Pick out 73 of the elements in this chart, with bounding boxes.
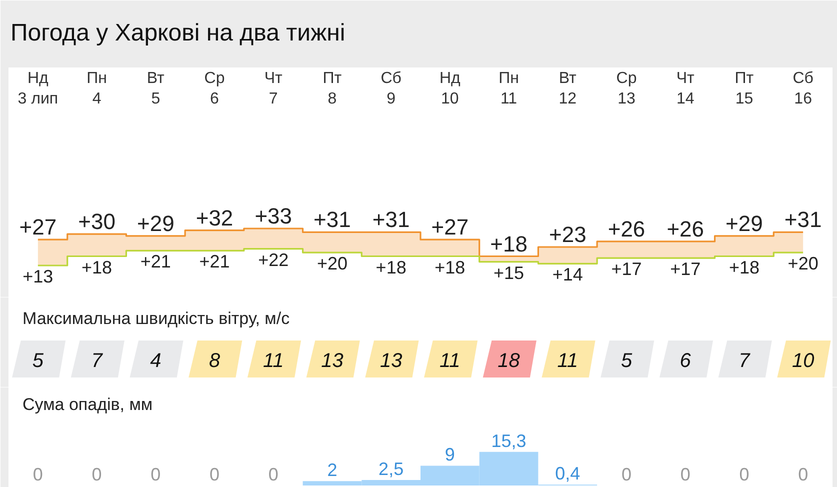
data-label: 10 <box>792 350 814 372</box>
data-label: 13 <box>321 350 344 372</box>
data-label: +17 <box>670 259 701 280</box>
data-label: +26 <box>608 216 646 242</box>
data-label: +20 <box>788 254 818 274</box>
data-label: +18 <box>82 257 112 278</box>
chart-title: Сума опадів, мм <box>22 395 153 414</box>
x-tick-label: Вт 5 <box>146 70 166 108</box>
data-label: 11 <box>440 350 460 372</box>
data-label: +13 <box>22 266 54 286</box>
data-label: 5 <box>32 350 44 372</box>
data-label: 8 <box>208 350 220 372</box>
data-label: +18 <box>728 257 760 278</box>
data-label: +31 <box>784 207 822 232</box>
data-label: +18 <box>490 231 528 256</box>
x-tick-label: Сб 16 <box>792 70 814 108</box>
data-label: 0 <box>739 464 750 484</box>
data-label: 0 <box>621 464 632 484</box>
data-label: +20 <box>316 254 348 274</box>
data-label: +17 <box>611 259 642 280</box>
data-label: 2 <box>327 460 338 480</box>
data-label: +33 <box>254 204 292 228</box>
data-label: 6 <box>680 350 692 372</box>
data-label: 0,4 <box>555 464 580 484</box>
data-label: +18 <box>376 257 406 278</box>
x-tick-label: Чт 14 <box>676 70 696 108</box>
x-tick-label: Пн 11 <box>498 70 519 108</box>
data-label: +15 <box>494 262 524 283</box>
data-label: +21 <box>140 252 171 272</box>
x-tick-label: Чт 7 <box>264 70 284 108</box>
data-label: +26 <box>666 216 704 242</box>
x-tick-label: Пн 4 <box>86 70 107 108</box>
x-tick-label: Нд 3 лип <box>18 70 58 108</box>
data-label: +27 <box>431 214 469 240</box>
data-label: +30 <box>78 209 116 234</box>
data-label: 0 <box>680 464 690 484</box>
data-label: 18 <box>498 350 520 372</box>
data-label: +27 <box>19 214 57 240</box>
data-label: 0 <box>209 464 220 484</box>
data-label: 4 <box>150 350 162 372</box>
data-label: 7 <box>91 350 104 372</box>
data-label: 9 <box>444 444 455 465</box>
data-label: 13 <box>380 350 402 372</box>
data-label: 7 <box>738 350 751 372</box>
x-tick-label: Сб 9 <box>380 70 402 108</box>
data-label: +23 <box>548 222 586 247</box>
data-label: 2,5 <box>378 459 404 479</box>
data-label: 0 <box>268 464 278 484</box>
data-label: 5 <box>620 350 633 372</box>
x-tick-label: Пт 15 <box>734 70 754 108</box>
data-label: +31 <box>314 207 351 232</box>
x-tick-label: Вт 12 <box>558 70 578 108</box>
data-label: +29 <box>726 210 763 236</box>
x-tick-label: Ср 13 <box>616 70 637 108</box>
data-label: 0 <box>150 464 161 484</box>
data-label: +31 <box>372 207 410 232</box>
x-tick-label: Нд 10 <box>439 70 462 108</box>
data-label: 0 <box>32 464 43 484</box>
data-label: +29 <box>136 210 174 236</box>
data-label: +21 <box>199 252 230 272</box>
data-label: 11 <box>262 350 284 372</box>
data-label: +14 <box>552 264 583 285</box>
data-label: 0 <box>92 464 102 484</box>
text: Максимальна швидкість вітру, м/с <box>22 309 290 328</box>
chart-title: Погода у Харкові на два тижні <box>10 20 346 46</box>
data-label: +22 <box>258 250 289 270</box>
x-tick-label: Пт 8 <box>322 70 342 108</box>
data-label: 11 <box>557 350 578 372</box>
data-label: +18 <box>434 257 466 278</box>
x-tick-label: Ср 6 <box>204 70 225 108</box>
data-label: +32 <box>196 205 234 230</box>
data-label: 0 <box>798 464 808 484</box>
data-label: 15,3 <box>491 430 526 451</box>
